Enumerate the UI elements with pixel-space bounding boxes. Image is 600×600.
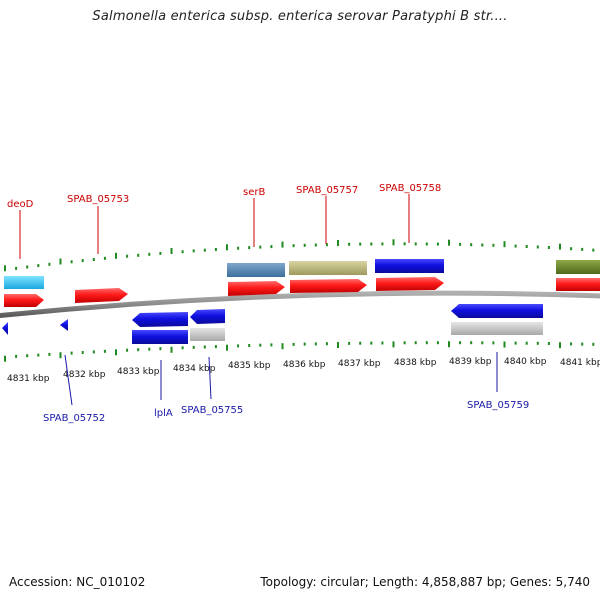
tick-label: 4841 kbp [560, 358, 600, 368]
tick-label: 4835 kbp [228, 361, 271, 371]
label-serB: serB [243, 187, 265, 198]
feature-olive[interactable] [556, 260, 600, 274]
tick-label: 4834 kbp [173, 364, 216, 374]
inner-tick-marks [4, 341, 595, 362]
tick-label: 4836 kbp [283, 360, 326, 370]
feature-gray-inner-1[interactable] [190, 328, 225, 341]
reverse-genes [2, 304, 543, 335]
tick-label: 4831 kbp [7, 374, 50, 384]
bottom-gene-labels: SPAB_05752 lplA SPAB_05755 SPAB_05759 [43, 352, 529, 424]
inner-features [132, 322, 543, 344]
map-title: Salmonella enterica subsp. enterica sero… [92, 9, 508, 24]
gene-forward-edge[interactable] [556, 278, 600, 291]
outer-tick-marks [4, 239, 595, 272]
gene-SPAB_05758[interactable] [376, 277, 444, 291]
label-SPAB_05759: SPAB_05759 [467, 400, 529, 411]
genome-backbone [0, 290, 600, 319]
gene-serB[interactable] [228, 281, 285, 296]
feature-khaki[interactable] [289, 261, 367, 275]
outer-features [4, 259, 600, 289]
label-SPAB_05753: SPAB_05753 [67, 194, 129, 205]
feature-cyan[interactable] [4, 276, 44, 289]
label-lplA: lplA [154, 408, 173, 419]
gene-SPAB_05753[interactable] [75, 288, 128, 303]
tick-label: 4833 kbp [117, 367, 160, 377]
tick-label: 4837 kbp [338, 359, 381, 369]
feature-steel-blue[interactable] [227, 263, 285, 277]
gene-SPAB_05755[interactable] [190, 309, 225, 324]
accession-text: Accession: NC_010102 [9, 575, 146, 589]
label-SPAB_05755: SPAB_05755 [181, 405, 243, 416]
feature-gray-inner-2[interactable] [451, 322, 543, 335]
feature-blue-inner[interactable] [132, 330, 188, 344]
top-gene-labels: deoD SPAB_05753 serB SPAB_05757 SPAB_057… [7, 183, 441, 259]
tick-label: 4839 kbp [449, 357, 492, 367]
tick-label: 4832 kbp [63, 370, 106, 380]
label-SPAB_05757: SPAB_05757 [296, 185, 358, 196]
gene-lplA[interactable] [132, 312, 188, 327]
gene-SPAB_05757[interactable] [290, 279, 367, 293]
tick-label: 4838 kbp [394, 358, 437, 368]
scale-labels: 4831 kbp 4832 kbp 4833 kbp 4834 kbp 4835… [7, 357, 600, 384]
label-SPAB_05758: SPAB_05758 [379, 183, 441, 194]
label-deoD: deoD [7, 199, 34, 210]
feature-blue[interactable] [375, 259, 444, 273]
gene-SPAB_05759[interactable] [451, 304, 543, 318]
gene-deoD[interactable] [4, 294, 44, 307]
leader-line [64, 354, 73, 406]
topology-text: Topology: circular; Length: 4,858,887 bp… [260, 575, 590, 589]
forward-genes [4, 277, 600, 307]
leader-line [208, 356, 212, 400]
gene-reverse-small-1[interactable] [2, 322, 8, 335]
tick-label: 4840 kbp [504, 357, 547, 367]
label-SPAB_05752: SPAB_05752 [43, 413, 105, 424]
gene-SPAB_05752[interactable] [60, 319, 68, 331]
